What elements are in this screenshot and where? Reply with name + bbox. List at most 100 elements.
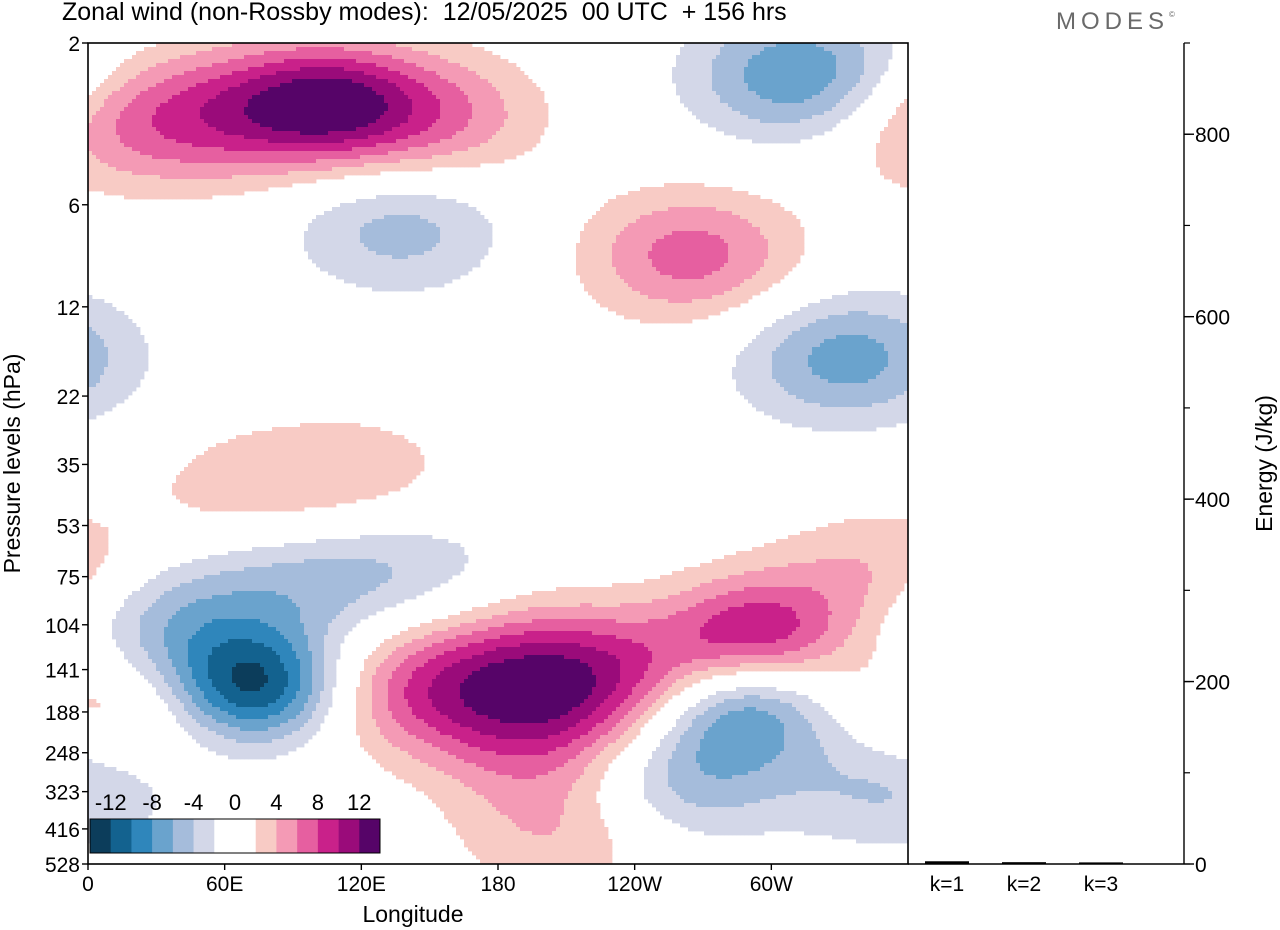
heatmap-cell bbox=[160, 155, 165, 160]
heatmap-cell bbox=[360, 79, 365, 84]
heatmap-cell bbox=[636, 191, 641, 196]
heatmap-cell bbox=[780, 131, 785, 136]
heatmap-cell bbox=[156, 123, 161, 128]
heatmap-cell bbox=[864, 47, 869, 52]
heatmap-cell bbox=[828, 99, 833, 104]
heatmap-cell bbox=[876, 51, 881, 56]
heatmap-cell bbox=[532, 107, 537, 112]
heatmap-cell bbox=[140, 147, 145, 152]
heatmap-cell bbox=[876, 143, 881, 148]
heatmap-cell bbox=[308, 147, 313, 152]
heatmap-cell bbox=[452, 147, 457, 152]
heatmap-cell bbox=[776, 67, 781, 72]
heatmap-cell bbox=[232, 147, 237, 152]
heatmap-cell bbox=[180, 71, 185, 76]
heatmap-cell bbox=[860, 59, 865, 64]
heatmap-cell bbox=[360, 71, 365, 76]
heatmap-cell bbox=[892, 127, 897, 132]
heatmap-cell bbox=[468, 107, 473, 112]
heatmap-cell bbox=[384, 127, 389, 132]
heatmap-cell bbox=[112, 71, 117, 76]
heatmap-cell bbox=[316, 151, 321, 156]
heatmap-cell bbox=[136, 135, 141, 140]
heatmap-cell bbox=[496, 99, 501, 104]
heatmap-cell bbox=[736, 55, 741, 60]
heatmap-cell bbox=[768, 131, 773, 136]
heatmap-cell bbox=[228, 123, 233, 128]
heatmap-cell bbox=[240, 51, 245, 56]
heatmap-cell bbox=[348, 71, 353, 76]
heatmap-cell bbox=[280, 79, 285, 84]
heatmap-cell bbox=[512, 71, 517, 76]
heatmap-cell bbox=[716, 187, 721, 192]
heatmap-cell bbox=[780, 119, 785, 124]
heatmap-cell bbox=[768, 55, 773, 60]
heatmap-cell bbox=[320, 59, 325, 64]
heatmap-cell bbox=[788, 63, 793, 68]
heatmap-cell bbox=[784, 135, 789, 140]
heatmap-cell bbox=[756, 103, 761, 108]
heatmap-cell bbox=[88, 135, 93, 140]
heatmap-cell bbox=[900, 107, 905, 112]
heatmap-cell bbox=[480, 79, 485, 84]
heatmap-cell bbox=[480, 127, 485, 132]
heatmap-cell bbox=[136, 143, 141, 148]
heatmap-cell bbox=[788, 59, 793, 64]
heatmap-cell bbox=[492, 139, 497, 144]
heatmap-cell bbox=[408, 115, 413, 120]
heatmap-cell bbox=[700, 55, 705, 60]
heatmap-cell bbox=[120, 87, 125, 92]
heatmap-cell bbox=[336, 155, 341, 160]
heatmap-cell bbox=[140, 143, 145, 148]
heatmap-cell bbox=[120, 79, 125, 84]
heatmap-cell bbox=[224, 175, 229, 180]
heatmap-cell bbox=[464, 91, 469, 96]
heatmap-cell bbox=[324, 55, 329, 60]
heatmap-cell bbox=[328, 147, 333, 152]
heatmap-cell bbox=[176, 87, 181, 92]
heatmap-cell bbox=[240, 43, 245, 48]
heatmap-cell bbox=[160, 151, 165, 156]
heatmap-cell bbox=[400, 67, 405, 72]
heatmap-cell bbox=[720, 67, 725, 72]
heatmap-cell bbox=[192, 179, 197, 184]
heatmap-cell bbox=[508, 139, 513, 144]
heatmap-cell bbox=[496, 83, 501, 88]
heatmap-cell bbox=[784, 75, 789, 80]
heatmap-cell bbox=[676, 75, 681, 80]
heatmap-cell bbox=[520, 151, 525, 156]
heatmap-cell bbox=[240, 107, 245, 112]
heatmap-cell bbox=[448, 107, 453, 112]
heatmap-cell bbox=[716, 63, 721, 68]
heatmap-cell bbox=[260, 67, 265, 72]
heatmap-cell bbox=[360, 159, 365, 164]
heatmap-cell bbox=[844, 91, 849, 96]
heatmap-cell bbox=[356, 155, 361, 160]
heatmap-cell bbox=[272, 151, 277, 156]
heatmap-cell bbox=[136, 79, 141, 84]
heatmap-cell bbox=[456, 151, 461, 156]
heatmap-cell bbox=[520, 115, 525, 120]
heatmap-cell bbox=[376, 115, 381, 120]
heatmap-cell bbox=[380, 115, 385, 120]
heatmap-cell bbox=[268, 51, 273, 56]
heatmap-cell bbox=[296, 79, 301, 84]
heatmap-cell bbox=[268, 67, 273, 72]
heatmap-cell bbox=[276, 79, 281, 84]
heatmap-cell bbox=[172, 47, 177, 52]
heatmap-cell bbox=[472, 63, 477, 68]
heatmap-cell bbox=[148, 71, 153, 76]
heatmap-cell bbox=[220, 143, 225, 148]
heatmap-cell bbox=[400, 79, 405, 84]
heatmap-cell bbox=[336, 59, 341, 64]
heatmap-cell bbox=[188, 163, 193, 168]
heatmap-cell bbox=[764, 115, 769, 120]
heatmap-cell bbox=[248, 139, 253, 144]
heatmap-cell bbox=[352, 91, 357, 96]
heatmap-cell bbox=[372, 67, 377, 72]
heatmap-cell bbox=[800, 91, 805, 96]
heatmap-cell bbox=[700, 87, 705, 92]
heatmap-cell bbox=[744, 107, 749, 112]
heatmap-cell bbox=[260, 47, 265, 52]
heatmap-cell bbox=[364, 75, 369, 80]
